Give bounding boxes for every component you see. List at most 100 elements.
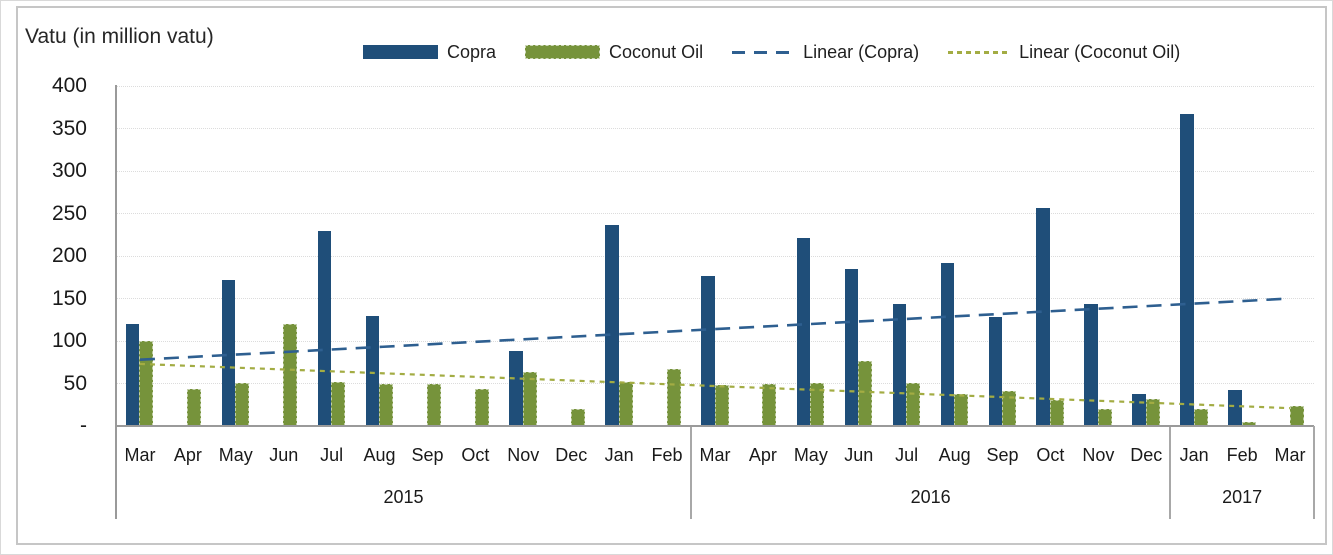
y-tick-label: 200 — [51, 244, 87, 267]
legend-label-copra: Copra — [447, 41, 497, 62]
legend-label-linear-copra: Linear (Copra) — [803, 41, 920, 62]
copra-bar — [1180, 114, 1194, 426]
x-tick-label: Feb — [651, 445, 683, 465]
legend-label-coconut-oil: Coconut Oil — [609, 41, 704, 62]
chart-title: Vatu (in million vatu) — [25, 25, 214, 48]
coconut-oil-bar — [714, 385, 729, 426]
copra-bar — [125, 324, 140, 426]
year-label-2016: 2016 — [910, 487, 951, 507]
copra-bar — [317, 231, 332, 426]
coconut-oil-bar — [1097, 409, 1112, 426]
gridline-y-350 — [116, 128, 1314, 129]
y-tick-label: - — [80, 414, 87, 437]
coconut-oil-bar — [954, 393, 969, 426]
copra-bar — [940, 262, 955, 426]
x-tick-label: Dec — [555, 445, 588, 465]
y-tick-label: 100 — [51, 329, 87, 352]
legend-item-linear-coconut-oil: Linear (Coconut Oil) — [948, 42, 1180, 63]
chart-frame — [16, 6, 1327, 545]
coconut-oil-bar — [379, 383, 394, 426]
x-tick-label: Sep — [411, 445, 444, 465]
year-label-2015: 2015 — [383, 487, 424, 507]
coconut-oil-bar — [1193, 409, 1208, 426]
coconut-oil-bar — [810, 382, 825, 426]
gridline-y-250 — [116, 213, 1314, 214]
axis-right-line — [1313, 426, 1315, 519]
x-tick-label: Aug — [363, 445, 396, 465]
x-tick-label: Jun — [844, 445, 874, 465]
coconut-oil-bar — [1289, 405, 1304, 426]
x-tick-label: Nov — [507, 445, 540, 465]
copra-bar — [1228, 390, 1242, 426]
copra-bar — [796, 238, 811, 426]
y-tick-label: 50 — [63, 371, 87, 395]
coconut-oil-bar — [570, 409, 585, 426]
legend-item-copra: Copra — [363, 42, 496, 63]
coconut-oil-bar — [187, 388, 202, 426]
x-tick-label: Mar — [1274, 445, 1306, 465]
coconut-oil-bar — [139, 341, 154, 426]
coconut-oil-bar — [762, 384, 777, 426]
copra-bar — [892, 304, 907, 426]
copra-bar — [988, 317, 1003, 426]
coconut-oil-bar — [858, 361, 873, 426]
year-separator — [690, 426, 693, 519]
legend-swatch-linear-coconut-oil — [948, 50, 1011, 54]
x-tick-label: May — [218, 445, 253, 465]
coconut-oil-bar — [618, 381, 633, 426]
x-tick-label: Mar — [124, 445, 156, 465]
legend-swatch-copra — [363, 45, 438, 59]
x-tick-label: Sep — [986, 445, 1019, 465]
copra-bar — [605, 225, 619, 426]
y-tick-label: 400 — [51, 74, 87, 97]
x-tick-label: Oct — [461, 445, 490, 465]
copra-bar — [701, 276, 715, 426]
coconut-oil-bar — [1049, 399, 1064, 426]
copra-bar — [221, 279, 236, 426]
copra-bar — [509, 351, 523, 426]
legend-label-linear-coconut-oil: Linear (Coconut Oil) — [1019, 41, 1181, 62]
x-axis-line — [116, 425, 1314, 427]
gridline-y-150 — [116, 298, 1314, 299]
y-tick-label: 350 — [51, 116, 87, 140]
y-axis-line — [115, 85, 117, 519]
x-tick-label: Apr — [748, 445, 777, 465]
x-tick-label: Jun — [269, 445, 299, 465]
coconut-oil-bar — [474, 388, 489, 426]
x-tick-label: Oct — [1036, 445, 1065, 465]
y-tick-label: 300 — [51, 159, 87, 182]
y-tick-label: 250 — [51, 201, 87, 225]
coconut-oil-bar — [1145, 398, 1160, 426]
x-tick-label: Mar — [699, 445, 731, 465]
year-separator — [1169, 426, 1172, 519]
coconut-oil-bar — [522, 372, 537, 426]
x-tick-label: Apr — [173, 445, 202, 465]
coconut-oil-bar — [426, 383, 441, 426]
x-tick-label: Nov — [1082, 445, 1115, 465]
coconut-oil-bar — [666, 369, 681, 426]
coconut-oil-bar — [906, 382, 921, 426]
x-tick-label: May — [793, 445, 828, 465]
copra-bar — [844, 268, 859, 426]
copra-bar — [365, 316, 380, 426]
coconut-oil-bar — [331, 381, 346, 426]
x-tick-label: Dec — [1130, 445, 1163, 465]
gridline-y-300 — [116, 170, 1314, 172]
x-tick-label: Feb — [1226, 445, 1258, 465]
y-tick-label: 150 — [51, 286, 87, 310]
coconut-oil-bar — [1002, 391, 1017, 426]
legend-item-coconut-oil: Coconut Oil — [525, 42, 703, 63]
legend-swatch-linear-copra — [732, 50, 795, 54]
legend-swatch-coconut-oil — [525, 45, 601, 59]
x-tick-label: Jul — [895, 445, 919, 465]
x-tick-label: Jan — [604, 445, 634, 465]
coconut-oil-bar — [283, 324, 298, 426]
year-label-2017: 2017 — [1222, 487, 1263, 507]
legend-item-linear-copra: Linear (Copra) — [732, 42, 919, 63]
gridline-y-200 — [116, 255, 1314, 257]
legend: Copra Coconut Oil Linear (Copra) Linear (Co… — [363, 41, 1180, 63]
copra-bar — [1132, 393, 1146, 426]
x-tick-label: Jul — [320, 445, 344, 465]
